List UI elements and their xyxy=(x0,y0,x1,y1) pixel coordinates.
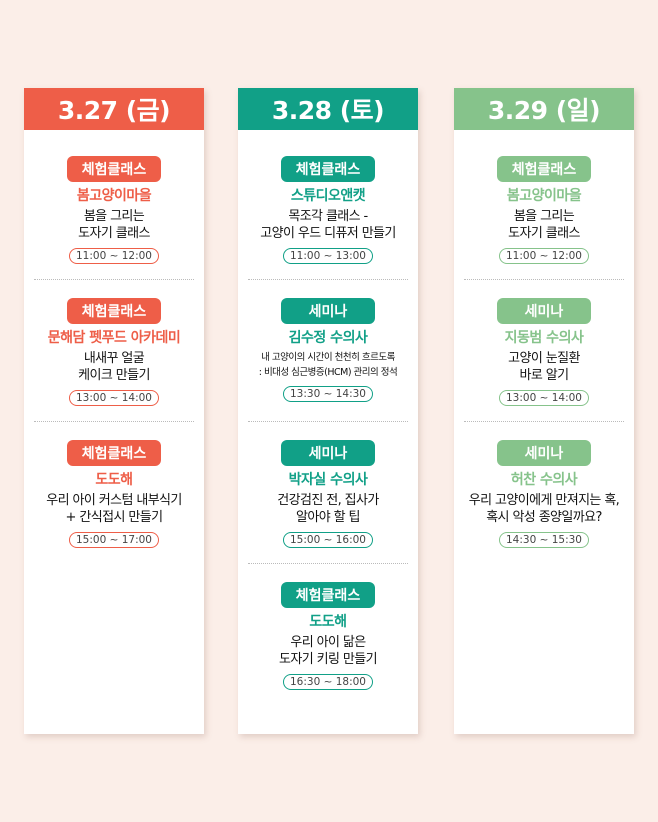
event-type-badge: 체험클래스 xyxy=(67,440,161,466)
day-header: 3.28 (토) xyxy=(238,88,418,130)
event-time: 14:30 ~ 15:30 xyxy=(499,532,589,548)
divider xyxy=(34,421,194,422)
divider xyxy=(464,279,624,280)
event-host: 봄고양이마을 xyxy=(506,188,582,204)
event-host: 도도해 xyxy=(95,472,133,488)
event-item: 체험클래스 봄고양이마을 봄을 그리는 도자기 클래스 11:00 ~ 12:0… xyxy=(454,156,634,298)
event-time: 15:00 ~ 16:00 xyxy=(283,532,373,548)
event-item: 세미나 김수정 수의사 내 고양이의 시간이 천천히 흐르도록 : 비대성 심근… xyxy=(238,298,418,440)
event-type-badge: 체험클래스 xyxy=(67,156,161,182)
event-time: 13:00 ~ 14:00 xyxy=(69,390,159,406)
divider xyxy=(248,279,408,280)
event-item: 체험클래스 스튜디오앤캣 목조각 클래스 - 고양이 우드 디퓨저 만들기 11… xyxy=(238,156,418,298)
event-description: 우리 고양이에게 만져지는 혹, 혹시 악성 종양일까요? xyxy=(468,493,620,525)
event-time: 13:00 ~ 14:00 xyxy=(499,390,589,406)
event-description: 우리 아이 커스텀 내부식기 + 간식접시 만들기 xyxy=(46,493,182,525)
event-description: 건강검진 전, 집사가 알아야 할 팁 xyxy=(277,493,379,525)
divider xyxy=(248,563,408,564)
day-column: 3.27 (금) 체험클래스 봄고양이마을 봄을 그리는 도자기 클래스 11:… xyxy=(24,88,204,734)
event-host: 봄고양이마을 xyxy=(76,188,152,204)
event-type-badge: 체험클래스 xyxy=(281,156,375,182)
event-type-badge: 체험클래스 xyxy=(67,298,161,324)
event-description: 봄을 그리는 도자기 클래스 xyxy=(78,209,150,241)
event-description: 내새꾸 얼굴 케이크 만들기 xyxy=(78,351,150,383)
day-header: 3.27 (금) xyxy=(24,88,204,130)
divider xyxy=(464,421,624,422)
event-description: 목조각 클래스 - 고양이 우드 디퓨저 만들기 xyxy=(260,209,396,241)
event-type-badge: 세미나 xyxy=(497,440,591,466)
divider xyxy=(248,421,408,422)
event-item: 체험클래스 문해담 펫푸드 아카데미 내새꾸 얼굴 케이크 만들기 13:00 … xyxy=(24,298,204,440)
event-host: 김수정 수의사 xyxy=(288,330,368,346)
event-host: 허찬 수의사 xyxy=(510,472,578,488)
event-type-badge: 체험클래스 xyxy=(497,156,591,182)
day-column: 3.28 (토) 체험클래스 스튜디오앤캣 목조각 클래스 - 고양이 우드 디… xyxy=(238,88,418,734)
event-item: 세미나 박자실 수의사 건강검진 전, 집사가 알아야 할 팁 15:00 ~ … xyxy=(238,440,418,582)
event-item: 체험클래스 봄고양이마을 봄을 그리는 도자기 클래스 11:00 ~ 12:0… xyxy=(24,156,204,298)
event-description: 봄을 그리는 도자기 클래스 xyxy=(508,209,580,241)
event-time: 11:00 ~ 12:00 xyxy=(499,248,589,264)
day-header: 3.29 (일) xyxy=(454,88,634,130)
event-description: 우리 아이 닮은 도자기 키링 만들기 xyxy=(279,635,378,667)
event-item: 체험클래스 도도해 우리 아이 커스텀 내부식기 + 간식접시 만들기 15:0… xyxy=(24,440,204,582)
event-item: 체험클래스 도도해 우리 아이 닮은 도자기 키링 만들기 16:30 ~ 18… xyxy=(238,582,418,724)
event-host: 스튜디오앤캣 xyxy=(290,188,366,204)
event-host: 문해담 펫푸드 아카데미 xyxy=(47,330,181,346)
day-column: 3.29 (일) 체험클래스 봄고양이마을 봄을 그리는 도자기 클래스 11:… xyxy=(454,88,634,734)
event-item: 세미나 허찬 수의사 우리 고양이에게 만져지는 혹, 혹시 악성 종양일까요?… xyxy=(454,440,634,582)
event-item: 세미나 지동범 수의사 고양이 눈질환 바로 알기 13:00 ~ 14:00 xyxy=(454,298,634,440)
event-type-badge: 세미나 xyxy=(497,298,591,324)
event-type-badge: 체험클래스 xyxy=(281,582,375,608)
event-time: 13:30 ~ 14:30 xyxy=(283,386,373,402)
event-time: 15:00 ~ 17:00 xyxy=(69,532,159,548)
event-host: 박자실 수의사 xyxy=(288,472,368,488)
event-time: 11:00 ~ 13:00 xyxy=(283,248,373,264)
event-host: 도도해 xyxy=(309,614,347,630)
divider xyxy=(34,279,194,280)
event-host: 지동범 수의사 xyxy=(504,330,584,346)
event-description: 고양이 눈질환 바로 알기 xyxy=(508,351,580,383)
event-time: 16:30 ~ 18:00 xyxy=(283,674,373,690)
event-description: 내 고양이의 시간이 천천히 흐르도록 : 비대성 심근병증(HCM) 관리의 … xyxy=(258,352,398,378)
event-time: 11:00 ~ 12:00 xyxy=(69,248,159,264)
event-type-badge: 세미나 xyxy=(281,440,375,466)
event-type-badge: 세미나 xyxy=(281,298,375,324)
